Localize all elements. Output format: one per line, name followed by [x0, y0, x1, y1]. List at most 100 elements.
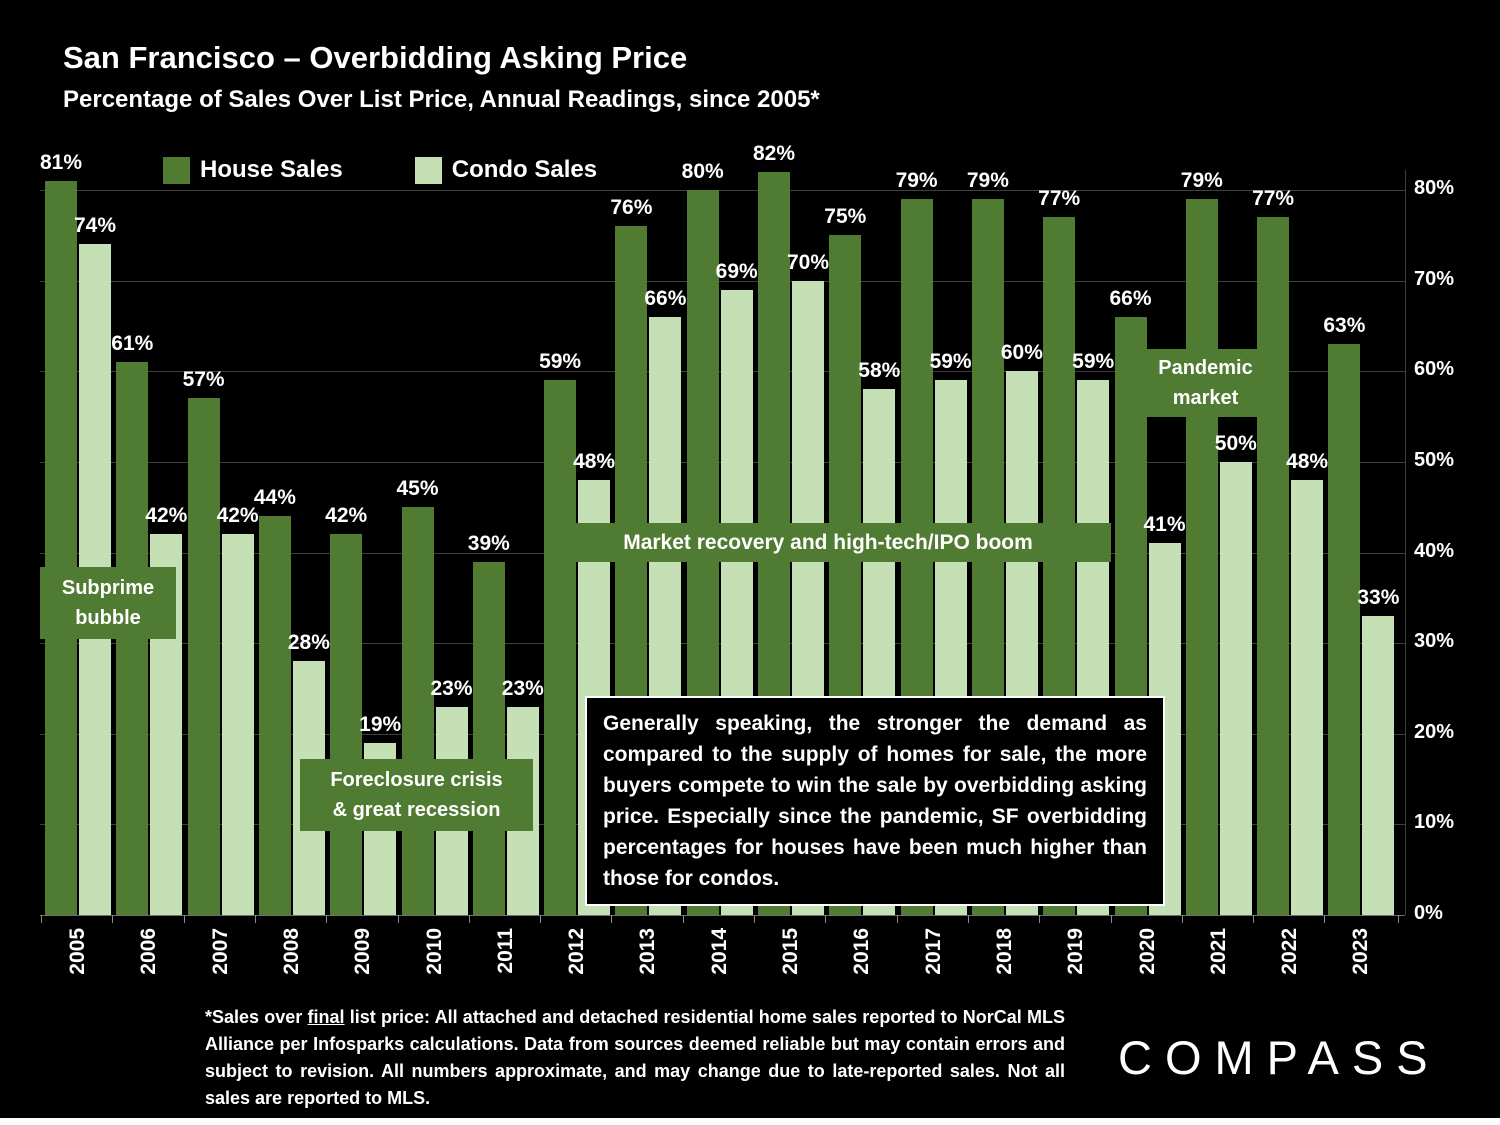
bar-house-2007: [187, 398, 220, 915]
legend-item-condo: Condo Sales: [414, 156, 598, 184]
bar-house-2021: [1185, 199, 1218, 915]
y-axis-line: [1405, 170, 1406, 915]
bar-value-condo-2017: 59%: [929, 350, 972, 374]
legend-item-house: House Sales: [163, 156, 343, 184]
bar-value-house-2009: 42%: [325, 504, 368, 528]
x-axis-tick: [468, 915, 470, 923]
x-axis-label-2007: 2007: [208, 928, 232, 975]
bar-value-condo-2018: 60%: [1000, 341, 1043, 365]
bar-condo-2007: [221, 534, 254, 915]
x-axis-tick: [682, 915, 684, 923]
bar-value-condo-2023: 33%: [1357, 585, 1400, 609]
bar-value-house-2005: 81%: [39, 150, 83, 174]
x-axis-tick: [112, 915, 114, 923]
gridline: [40, 190, 1405, 191]
bar-value-house-2010: 45%: [396, 477, 439, 501]
bar-value-house-2021: 79%: [1180, 169, 1223, 193]
x-axis-tick: [326, 915, 328, 923]
commentary-text: Generally speaking, the stronger the dem…: [603, 712, 1147, 890]
y-axis-label: 50%: [1414, 448, 1455, 471]
x-axis-tick: [967, 915, 969, 923]
y-axis-label: 70%: [1414, 267, 1455, 290]
x-axis-label-2005: 2005: [66, 928, 89, 975]
y-axis-label: 20%: [1414, 720, 1455, 743]
x-axis-tick: [540, 915, 542, 923]
page-title: San Francisco – Overbidding Asking Price: [63, 40, 688, 75]
bottom-strip: [0, 1118, 1500, 1125]
x-axis-label-2008: 2008: [279, 928, 303, 975]
y-axis-label: 80%: [1414, 177, 1455, 199]
bar-value-house-2011: 39%: [467, 531, 510, 555]
x-axis-label-2020: 2020: [1135, 928, 1159, 975]
bar-value-condo-2019: 59%: [1072, 350, 1115, 374]
house-sales-swatch-icon: [163, 156, 190, 184]
annotation-pandemic-market: Pandemic market: [1139, 349, 1272, 417]
x-axis-label-2022: 2022: [1278, 928, 1302, 975]
legend: House Sales Condo Sales: [163, 156, 597, 184]
bar-value-house-2018: 79%: [966, 169, 1009, 193]
bar-value-condo-2011: 23%: [501, 676, 544, 700]
bar-value-condo-2008: 28%: [287, 631, 330, 655]
x-axis-tick: [397, 915, 399, 923]
bar-value-house-2022: 77%: [1252, 187, 1295, 211]
x-axis-tick: [1398, 915, 1400, 923]
annotation-foreclosure-crisis: Foreclosure crisis & great recession: [300, 759, 533, 831]
x-axis-label-2019: 2019: [1064, 928, 1088, 975]
bar-value-house-2014: 80%: [681, 160, 724, 183]
bar-value-condo-2009: 19%: [359, 712, 402, 736]
bar-house-2023: [1328, 344, 1361, 915]
legend-label-condo: Condo Sales: [451, 156, 598, 183]
annotation-subprime-bubble: Subprime bubble: [40, 567, 176, 639]
bar-value-condo-2016: 58%: [858, 359, 901, 383]
x-axis-tick: [1324, 915, 1326, 923]
x-axis-tick: [1039, 915, 1041, 923]
x-axis-label-2023: 2023: [1349, 928, 1373, 975]
bar-value-house-2016: 75%: [824, 205, 867, 229]
x-axis-tick: [1253, 915, 1255, 923]
bar-value-condo-2007: 42%: [216, 504, 259, 528]
bar-value-condo-2005: 74%: [73, 214, 117, 238]
bar-house-2011: [472, 561, 505, 915]
annotation-line: & great recession: [332, 799, 501, 821]
x-axis-tick: [896, 915, 898, 923]
x-axis-tick: [183, 915, 185, 923]
y-axis-label: 0%: [1414, 902, 1443, 924]
x-axis-tick: [825, 915, 827, 923]
x-axis-tick: [754, 915, 755, 923]
x-axis-tick: [254, 915, 256, 923]
x-axis-label-2018: 2018: [992, 928, 1016, 975]
footnote-text: list price: All attached and detached re…: [205, 1007, 1065, 1108]
y-axis-label: 30%: [1414, 630, 1455, 653]
gridline: [40, 915, 1405, 916]
y-axis-label: 10%: [1414, 811, 1455, 834]
x-axis-label-2015: 2015: [779, 928, 802, 975]
bar-value-condo-2015: 70%: [786, 250, 830, 274]
y-axis-label: 40%: [1414, 539, 1455, 562]
annotation-line: Market recovery and high-tech/IPO boom: [623, 530, 1033, 554]
x-axis-tick: [41, 915, 42, 923]
bar-value-house-2020: 66%: [1109, 286, 1152, 310]
x-axis-label-2010: 2010: [422, 928, 446, 975]
bar-value-condo-2021: 50%: [1214, 431, 1257, 455]
footnote: *Sales over final list price: All attach…: [205, 1004, 1065, 1112]
annotation-line: market: [1172, 387, 1239, 409]
bar-value-condo-2006: 42%: [145, 504, 188, 528]
legend-label-house: House Sales: [200, 156, 343, 183]
bar-condo-2023: [1362, 615, 1395, 915]
bar-value-house-2006: 61%: [111, 332, 154, 356]
x-axis-label-2012: 2012: [565, 928, 589, 975]
x-axis-tick: [1181, 915, 1183, 923]
compass-logo: COMPASS: [1118, 1031, 1441, 1084]
bar-value-condo-2014: 69%: [715, 259, 758, 283]
bar-house-2010: [401, 507, 434, 915]
annotation-line: Foreclosure crisis: [330, 769, 503, 791]
x-axis-tick: [1110, 915, 1112, 923]
footnote-underlined-word: final: [307, 1007, 345, 1027]
bar-value-house-2007: 57%: [182, 368, 225, 392]
bar-house-2009: [330, 534, 363, 915]
gridline: [40, 280, 1405, 282]
x-axis-label-2011: 2011: [493, 928, 517, 974]
annotation-market-recovery: Market recovery and high-tech/IPO boom: [545, 523, 1111, 562]
bar-value-house-2013: 76%: [610, 196, 653, 220]
